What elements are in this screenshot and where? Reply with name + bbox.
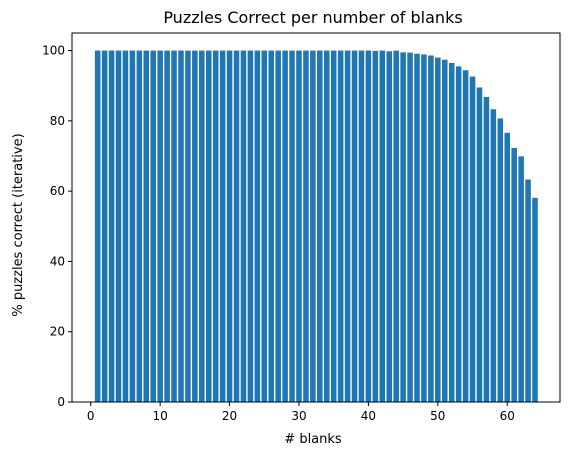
y-axis-ticks: 0 20 40 60 80 100: [42, 44, 72, 409]
bar-16: [199, 50, 205, 402]
bar-7: [136, 50, 143, 402]
bar-51: [441, 59, 448, 403]
bar-50: [435, 57, 441, 402]
bar-38: [351, 50, 358, 402]
bar-59: [497, 118, 504, 402]
bar-3: [108, 50, 115, 402]
bar-55: [469, 76, 476, 402]
plot-frame: [71, 32, 561, 403]
y-tick-label: 60: [50, 184, 65, 198]
bar-35: [330, 50, 337, 402]
bar-17: [205, 50, 212, 402]
bar-5: [122, 50, 129, 402]
bar-64: [532, 197, 538, 402]
bar-61: [511, 147, 517, 402]
bar-8: [143, 50, 150, 402]
bar-37: [344, 50, 351, 402]
bar-46: [407, 52, 413, 403]
bar-2: [101, 50, 108, 402]
y-tick-label: 20: [50, 325, 65, 339]
bar-21: [233, 50, 240, 402]
bar-29: [289, 50, 295, 402]
bar-25: [261, 50, 268, 402]
x-tick-label: 10: [153, 409, 168, 423]
bar-10: [157, 50, 163, 402]
bar-54: [462, 70, 469, 402]
bar-14: [185, 50, 191, 402]
bar-12: [171, 50, 177, 402]
bar-27: [275, 50, 281, 402]
bar-30: [296, 50, 302, 402]
bar-32: [310, 50, 316, 402]
bar-34: [323, 50, 330, 402]
bar-48: [421, 54, 427, 403]
bar-24: [254, 50, 261, 402]
bars-group: [94, 50, 538, 403]
bar-4: [115, 50, 122, 402]
x-tick-label: 40: [361, 409, 376, 423]
x-tick-label: 0: [87, 409, 95, 423]
bar-41: [372, 50, 379, 403]
x-tick-label: 60: [500, 409, 515, 423]
bar-11: [164, 50, 170, 402]
bar-58: [490, 109, 497, 402]
bar-62: [518, 156, 524, 402]
bar-28: [282, 50, 288, 402]
chart-title: Puzzles Correct per number of blanks: [163, 8, 462, 27]
bar-42: [379, 50, 386, 402]
bar-60: [504, 132, 511, 402]
bar-53: [455, 66, 462, 402]
y-tick-label: 100: [42, 44, 65, 58]
bar-23: [247, 50, 254, 402]
bar-9: [150, 50, 156, 402]
bar-18: [212, 50, 219, 402]
bar-6: [129, 50, 136, 402]
bar-20: [226, 50, 233, 402]
bar-52: [448, 62, 455, 402]
bar-49: [428, 55, 434, 403]
bar-13: [178, 50, 184, 402]
bar-31: [303, 50, 309, 402]
x-tick-label: 20: [222, 409, 237, 423]
x-axis-label: # blanks: [284, 432, 342, 447]
bar-36: [337, 50, 344, 402]
bar-1: [94, 50, 101, 402]
y-tick-label: 80: [50, 114, 65, 128]
x-axis-ticks: 0 10 20 30 40 50 60: [87, 402, 515, 423]
bar-19: [219, 50, 226, 402]
bar-43: [386, 51, 393, 402]
y-axis-label: % puzzles correct (iterative): [11, 133, 26, 316]
bar-22: [240, 50, 247, 402]
bar-44: [393, 50, 399, 402]
bar-56: [476, 87, 483, 402]
bar-26: [268, 50, 275, 402]
x-tick-label: 50: [430, 409, 445, 423]
bar-45: [400, 52, 406, 402]
bar-15: [192, 50, 198, 402]
bar-63: [525, 179, 531, 402]
bar-40: [365, 50, 372, 402]
y-tick-label: 0: [57, 395, 65, 409]
bar-57: [483, 96, 490, 403]
y-tick-label: 40: [50, 254, 65, 268]
x-tick-label: 30: [291, 409, 306, 423]
bar-47: [414, 53, 420, 403]
bar-39: [358, 50, 365, 402]
bar-33: [317, 50, 323, 402]
